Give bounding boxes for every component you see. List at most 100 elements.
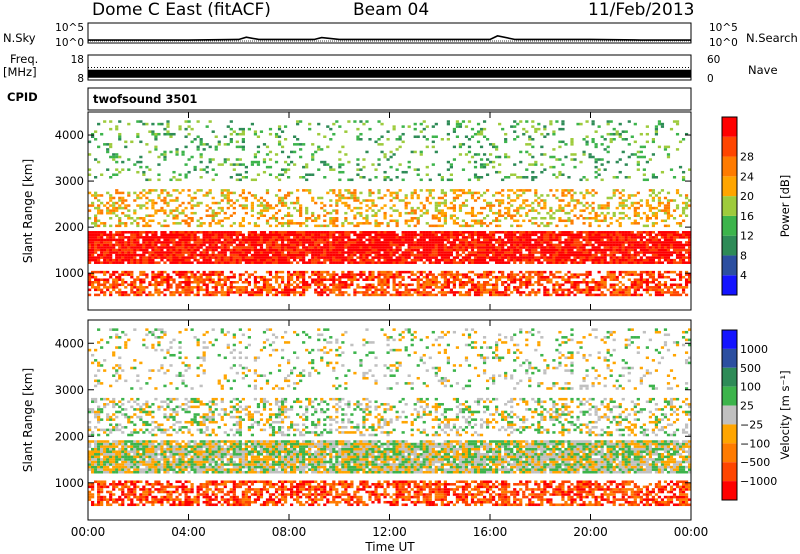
echo-cell — [416, 238, 420, 242]
echo-cell — [347, 191, 351, 195]
echo-cell — [229, 138, 233, 141]
echo-cell — [208, 291, 212, 294]
echo-cell — [202, 243, 206, 247]
echo-cell — [410, 273, 414, 276]
echo-cell — [504, 236, 508, 239]
echo-cell — [277, 270, 282, 274]
echo-cell — [627, 286, 631, 289]
echo-cell — [94, 214, 98, 217]
echo-cell — [103, 253, 107, 257]
echo-cell — [244, 199, 248, 202]
echo-cell — [422, 293, 426, 297]
echo-cell — [160, 248, 164, 252]
echo-cell — [274, 224, 279, 228]
echo-cell — [470, 251, 475, 254]
echo-cell — [238, 256, 242, 259]
echo-cell — [645, 241, 649, 244]
echo-cell — [163, 150, 167, 154]
echo-cell — [232, 168, 236, 171]
echo-cell — [455, 251, 460, 254]
echo-cell — [440, 241, 444, 244]
echo-cell — [492, 248, 496, 252]
echo-cell — [681, 286, 686, 289]
echo-cell — [362, 241, 366, 244]
echo-cell — [196, 280, 200, 284]
echo-cell — [603, 275, 607, 279]
echo-cell — [585, 236, 589, 239]
echo-cell — [241, 273, 245, 276]
echo-cell — [377, 246, 381, 249]
echo-cell — [564, 273, 568, 276]
echo-cell — [154, 273, 158, 276]
echo-cell — [600, 204, 604, 207]
echo-cell — [350, 251, 354, 254]
echo-cell — [377, 222, 381, 225]
echo-cell — [154, 283, 158, 287]
echo-cell — [280, 238, 285, 242]
echo-cell — [311, 196, 315, 200]
echo-cell — [678, 241, 683, 244]
echo-cell — [305, 248, 309, 252]
echo-cell — [630, 238, 634, 242]
echo-cell — [235, 286, 239, 289]
echo-cell — [410, 206, 414, 210]
echo-cell — [283, 236, 288, 239]
echo-cell — [160, 273, 164, 276]
echo-cell — [567, 211, 571, 215]
echo-cell — [383, 256, 387, 259]
echo-cell — [473, 233, 478, 237]
echo-cell — [226, 125, 230, 128]
echo-cell — [600, 251, 604, 254]
echo-cell — [335, 211, 339, 215]
noise-ytick-left: 10^0 — [55, 37, 84, 49]
echo-cell — [157, 173, 161, 177]
echo-cell — [142, 170, 146, 174]
echo-cell — [666, 214, 671, 217]
echo-cell — [615, 261, 619, 264]
echo-cell — [184, 231, 188, 234]
echo-cell — [193, 138, 197, 141]
echo-cell — [591, 286, 595, 289]
echo-cell — [214, 246, 218, 249]
echo-cell — [431, 275, 435, 279]
echo-cell — [615, 246, 619, 249]
echo-cell — [256, 258, 261, 262]
echo-cell — [371, 201, 375, 205]
echo-cell — [172, 209, 176, 212]
echo-cell — [507, 194, 511, 197]
echo-cell — [166, 273, 170, 276]
echo-cell — [139, 236, 143, 239]
echo-cell — [419, 273, 423, 276]
echo-cell — [492, 211, 496, 215]
echo-cell — [199, 253, 203, 257]
echo-cell — [94, 288, 98, 292]
echo-cell — [250, 273, 255, 276]
echo-cell — [145, 214, 149, 217]
echo-cell — [380, 231, 384, 234]
echo-cell — [374, 288, 378, 292]
echo-cell — [651, 273, 656, 276]
echo-cell — [305, 216, 309, 220]
echo-cell — [407, 224, 411, 228]
echo-cell — [190, 280, 194, 284]
echo-cell — [675, 248, 680, 252]
echo-cell — [449, 253, 453, 257]
echo-cell — [187, 270, 191, 274]
echo-cell — [452, 189, 457, 192]
echo-cell — [302, 222, 306, 225]
echo-cell — [356, 199, 360, 202]
echo-cell — [663, 241, 668, 244]
echo-cell — [223, 280, 227, 284]
echo-cell — [329, 219, 333, 223]
echo-cell — [271, 206, 276, 210]
echo-cell — [362, 270, 366, 274]
echo-cell — [302, 293, 306, 297]
echo-cell — [190, 270, 194, 274]
echo-cell — [229, 261, 233, 264]
echo-cell — [395, 283, 399, 287]
echo-cell — [238, 261, 242, 264]
echo-cell — [184, 233, 188, 237]
echo-cell — [223, 283, 227, 287]
echo-cell — [386, 278, 390, 281]
echo-cell — [537, 251, 541, 254]
